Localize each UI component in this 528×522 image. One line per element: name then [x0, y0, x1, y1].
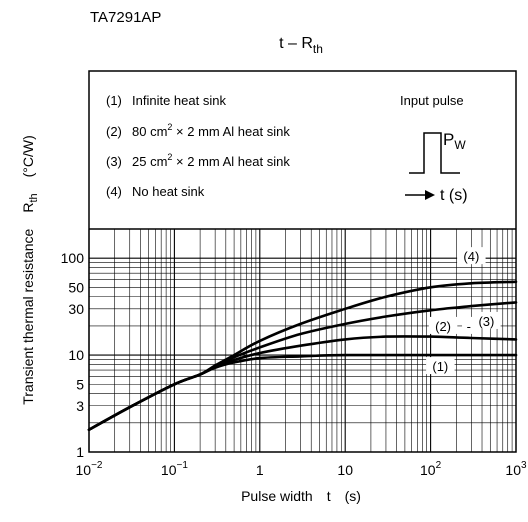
legend-item-3: (3) 25 cm2 × 2 mm Al heat sink	[106, 152, 290, 169]
x-tick-label-2: 1	[256, 462, 264, 478]
x-axis-label-name: Pulse width	[241, 488, 313, 504]
x-tick-base-3: 10	[337, 462, 353, 478]
y-axis-label: Transient thermal resistance Rth (°C/W)	[20, 135, 40, 405]
legend-item-3-text-b: × 2 mm Al heat sink	[172, 154, 290, 169]
curve-label-bg-4	[426, 357, 455, 375]
chart-title: t – Rth	[279, 35, 323, 56]
x-tick-label-1: 10−1	[161, 460, 188, 478]
legend-item-4-text-a: No heat sink	[132, 184, 205, 199]
legend-item-3-num: (3)	[106, 154, 122, 169]
y-tick-label-2: 5	[76, 376, 84, 392]
series-line-2	[87, 335, 518, 431]
grid	[88, 229, 516, 452]
legend: (1) Infinite heat sink (2) 80 cm2 × 2 mm…	[106, 93, 290, 199]
curves	[87, 280, 518, 431]
x-tick-base-2: 1	[256, 462, 264, 478]
y-axis-label-sub: th	[28, 193, 40, 202]
x-tick-label-0: 10−2	[76, 460, 103, 478]
x-tick-exp-0: −2	[91, 460, 103, 471]
legend-item-3-text: 25 cm2 × 2 mm Al heat sink	[132, 152, 290, 169]
chart-title-main: t – R	[279, 35, 313, 52]
x-tick-label-5: 103	[505, 460, 527, 478]
y-tick-label-3: 10	[68, 347, 84, 363]
legend-item-2-text: 80 cm2 × 2 mm Al heat sink	[132, 122, 290, 139]
legend-item-4: (4) No heat sink	[106, 184, 205, 199]
x-tick-base-0: 10	[76, 462, 92, 478]
part-number: TA7291AP	[90, 9, 161, 26]
legend-item-2-num: (2)	[106, 124, 122, 139]
legend-item-2-text-a: 80 cm	[132, 124, 167, 139]
legend-item-1: (1) Infinite heat sink	[106, 93, 226, 108]
legend-item-4-num: (4)	[106, 184, 122, 199]
x-tick-exp-1: −1	[176, 460, 188, 471]
time-label: t (s)	[440, 187, 468, 204]
x-tick-label-4: 102	[420, 460, 442, 478]
x-tick-exp-5: 3	[521, 460, 527, 471]
legend-item-3-text-sup: 2	[167, 152, 172, 162]
y-axis-label-unit: (°C/W)	[20, 135, 36, 177]
curve-label-3: (3)	[478, 314, 494, 329]
curve-label-bg-3	[472, 311, 501, 329]
pulse-width-label: PW	[443, 130, 466, 152]
legend-item-2-text-b: × 2 mm Al heat sink	[172, 124, 290, 139]
curve-label-0: (4)	[463, 249, 479, 264]
legend-item-2-text-sup: 2	[167, 122, 172, 132]
x-axis-label: Pulse width t (s)	[241, 488, 361, 504]
curve-label-bg-1	[428, 316, 458, 334]
curve-label-4: (1)	[432, 359, 448, 374]
legend-item-2: (2) 80 cm2 × 2 mm Al heat sink	[106, 122, 290, 139]
y-tick-label-6: 100	[61, 250, 85, 266]
legend-item-1-text: Infinite heat sink	[132, 93, 226, 108]
curve-label-bg-0	[457, 247, 486, 265]
pulse-shape	[409, 132, 460, 174]
y-axis-label-symbol: R	[20, 203, 36, 213]
x-tick-exp-4: 2	[436, 460, 442, 471]
y-tick-labels: 1 3 5 10 30 50 100	[61, 250, 85, 460]
legend-item-4-text: No heat sink	[132, 184, 205, 199]
y-tick-label-4: 30	[68, 301, 84, 317]
legend-item-1-num: (1)	[106, 93, 122, 108]
x-tick-labels: 10−2 10−1 1 10 102 103	[76, 460, 528, 478]
x-tick-label-3: 10	[337, 462, 353, 478]
curve-label-1: (2)	[435, 319, 451, 334]
time-arrow-icon	[425, 190, 435, 200]
y-tick-label-0: 1	[76, 444, 84, 460]
x-axis-label-unit: (s)	[345, 488, 361, 504]
input-pulse-inset: Input pulse PW t (s)	[400, 93, 468, 204]
curve-labels: (4) (2) - (3) (1)	[426, 247, 501, 375]
curve-label-2: -	[467, 319, 471, 334]
y-tick-label-5: 50	[68, 279, 84, 295]
x-tick-base-1: 10	[161, 462, 177, 478]
input-pulse-title: Input pulse	[400, 93, 464, 108]
x-tick-base-4: 10	[420, 462, 436, 478]
chart-title-sub: th	[313, 42, 323, 56]
pulse-width-label-main: P	[443, 130, 454, 149]
x-tick-base-5: 10	[505, 462, 521, 478]
x-axis-label-symbol: t	[327, 488, 331, 504]
series-line-4	[87, 280, 518, 431]
legend-item-1-text-a: Infinite heat sink	[132, 93, 226, 108]
y-axis-label-name: Transient thermal resistance	[20, 228, 36, 404]
legend-item-3-text-a: 25 cm	[132, 154, 167, 169]
y-tick-label-1: 3	[76, 398, 84, 414]
pulse-width-label-sub: W	[454, 138, 466, 152]
